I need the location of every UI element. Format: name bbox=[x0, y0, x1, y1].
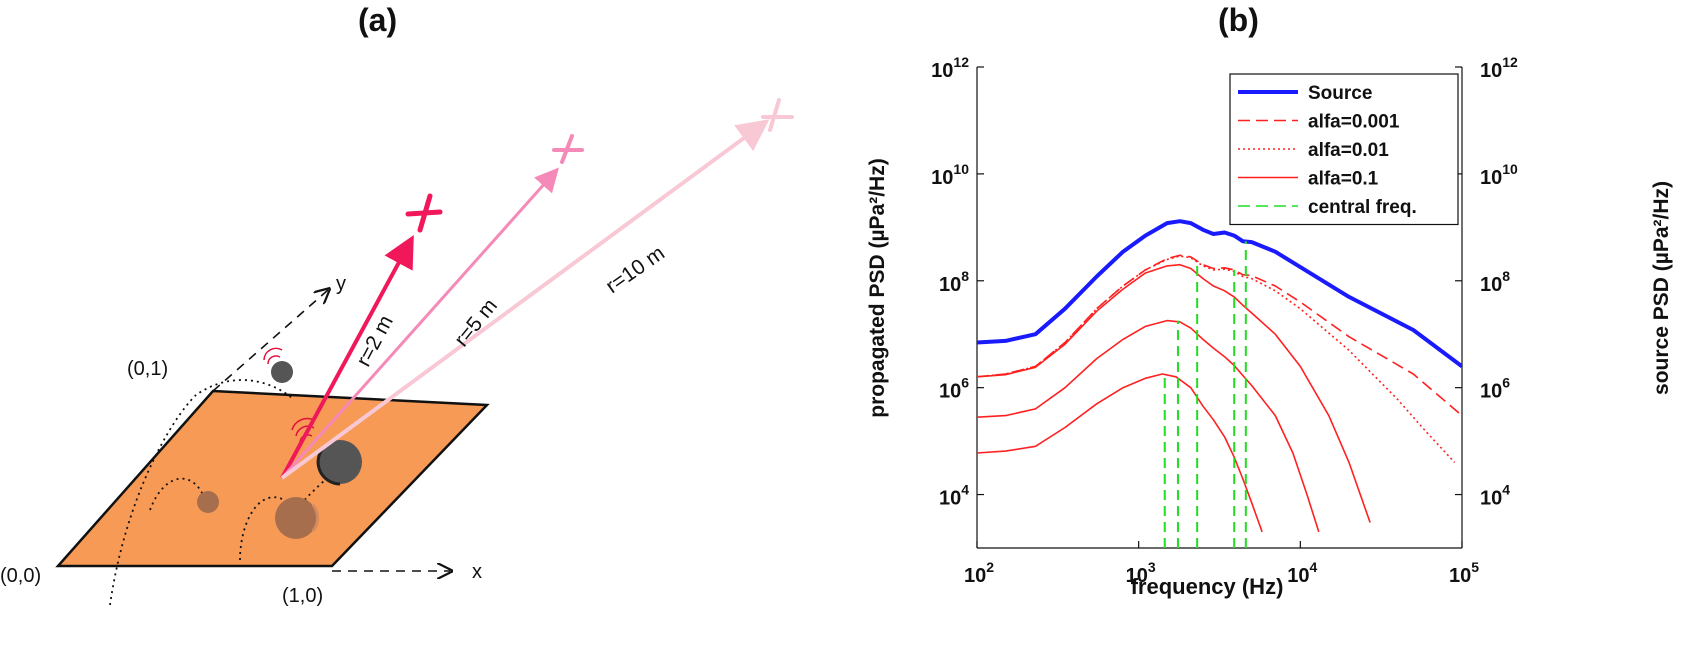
legend-label: alfa=0.01 bbox=[1308, 140, 1389, 161]
corner-label-origin: (0,0) bbox=[0, 565, 41, 587]
sediment-plate bbox=[55, 389, 490, 568]
receiver-cross bbox=[761, 98, 794, 132]
y-tick-label-left: 104 bbox=[939, 482, 969, 510]
series-line bbox=[977, 219, 1462, 369]
y-tick-label-left: 106 bbox=[939, 375, 969, 403]
legend-label: central freq. bbox=[1308, 197, 1417, 218]
emitting-particle-large bbox=[318, 440, 362, 484]
trajectory-path bbox=[109, 379, 293, 606]
particle-rim bbox=[311, 504, 320, 532]
x-tick-label: 104 bbox=[1287, 559, 1317, 587]
x-tick-label: 103 bbox=[1126, 559, 1156, 587]
x-axis-label: x bbox=[472, 561, 482, 583]
y-tick-label-right: 1010 bbox=[1480, 161, 1518, 189]
series-line bbox=[977, 254, 1462, 417]
receiver-cross bbox=[405, 193, 443, 233]
y-tick-label-right: 1012 bbox=[1480, 54, 1518, 82]
buried-particle bbox=[275, 497, 317, 539]
trajectory-path bbox=[239, 496, 293, 561]
y-tick-label-left: 1010 bbox=[931, 161, 969, 189]
legend-label: alfa=0.1 bbox=[1308, 169, 1379, 190]
y-axis-label: y bbox=[336, 273, 346, 295]
corner-label-y1: (0,1) bbox=[127, 358, 168, 380]
sound-ring bbox=[295, 425, 315, 437]
distance-label-r10: r=10 m bbox=[602, 241, 669, 298]
y-tick-label-right: 106 bbox=[1480, 375, 1510, 403]
corner-label-x1: (1,0) bbox=[282, 585, 323, 607]
series-line bbox=[977, 319, 1320, 533]
series-line bbox=[977, 263, 1371, 523]
series-group bbox=[977, 219, 1462, 548]
y-axis-label-left: propagated PSD (µPa²/Hz) bbox=[866, 158, 889, 417]
y-tick-label-right: 108 bbox=[1480, 268, 1510, 296]
panel-a-schematic: x y (0,0) (1,0) (0,1) bbox=[0, 98, 794, 607]
distance-label-r2: r=2 m bbox=[352, 312, 398, 371]
series-line bbox=[977, 373, 1263, 533]
panel-b-chart: propagated PSD (µPa²/Hz) source PSD (µPa… bbox=[866, 54, 1673, 599]
x-tick-label: 102 bbox=[964, 559, 994, 587]
buried-particle bbox=[197, 491, 219, 513]
x-tick-label: 105 bbox=[1449, 559, 1479, 587]
y-tick-label-right: 104 bbox=[1480, 482, 1510, 510]
ray-r10 bbox=[280, 119, 770, 480]
sound-ring bbox=[267, 355, 281, 365]
sound-ring bbox=[291, 417, 315, 431]
y-axis-arrow bbox=[212, 290, 328, 392]
legend: Source alfa=0.001 alfa=0.01 alfa=0.1 central… bbox=[1229, 73, 1459, 226]
y-axis-label-right: source PSD (µPa²/Hz) bbox=[1650, 181, 1673, 395]
emitting-particle-small bbox=[271, 361, 293, 383]
legend-label: alfa=0.001 bbox=[1308, 112, 1400, 133]
ray-r2 bbox=[280, 234, 414, 479]
panel-b-label: (b) bbox=[1218, 2, 1259, 38]
trajectory-path bbox=[149, 477, 206, 511]
receiver-cross bbox=[552, 134, 584, 164]
series-line bbox=[977, 255, 1456, 463]
ray-r5 bbox=[280, 167, 559, 479]
legend-label: Source bbox=[1308, 83, 1372, 104]
panel-a-label: (a) bbox=[358, 2, 398, 38]
y-tick-label-left: 108 bbox=[939, 268, 969, 296]
x-axis-label: frequency (Hz) bbox=[1131, 574, 1284, 599]
sound-ring bbox=[263, 347, 283, 361]
y-tick-label-left: 1012 bbox=[931, 54, 969, 82]
